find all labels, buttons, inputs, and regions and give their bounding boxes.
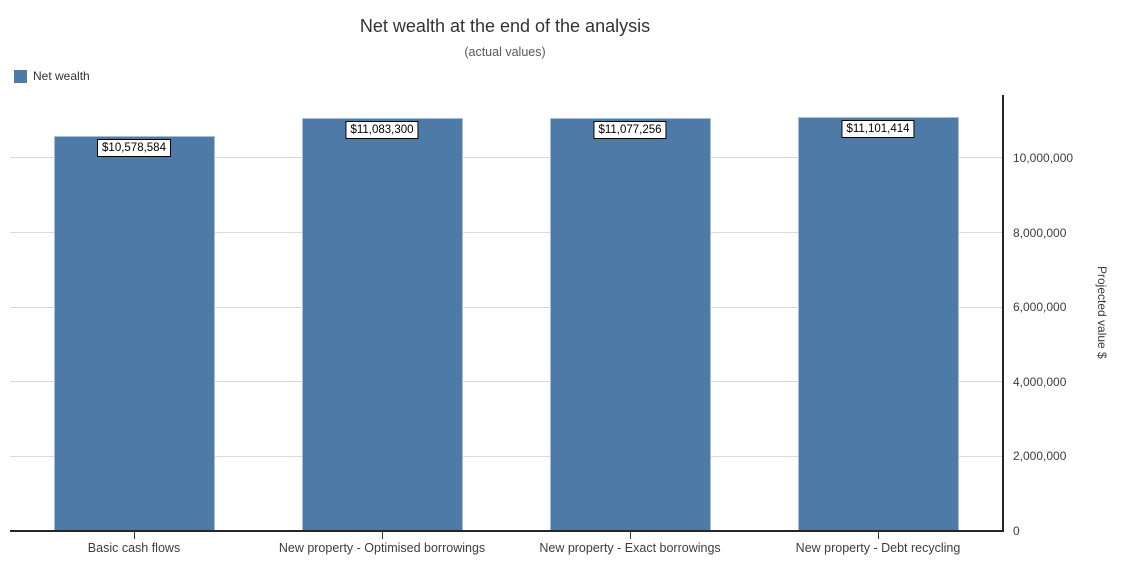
category-label: New property - Exact borrowings	[539, 541, 721, 555]
bar-value-label: $10,578,584	[97, 139, 171, 158]
bar-value-label: $11,083,300	[345, 120, 419, 139]
y-tick-label: 2,000,000	[1013, 449, 1067, 464]
category-label: New property - Optimised borrowings	[278, 541, 486, 555]
y-tick-label: 8,000,000	[1013, 225, 1067, 240]
bar-value-label: $11,077,256	[593, 120, 667, 139]
chart-title: Net wealth at the end of the analysis	[359, 16, 651, 36]
bar	[797, 116, 959, 531]
category-label: New property - Debt recycling	[795, 541, 961, 555]
gridline	[10, 157, 1002, 159]
y-axis-title: Projected value $	[1095, 265, 1109, 359]
bar-value-label: $11,101,414	[841, 119, 915, 138]
gridline	[10, 306, 1002, 308]
y-tick-label: 10,000,000	[1013, 150, 1074, 165]
y-tick-label: 6,000,000	[1013, 300, 1067, 315]
x-axis-tick	[382, 532, 383, 539]
y-axis-line	[1002, 95, 1004, 532]
x-axis-tick	[134, 532, 135, 539]
bar	[549, 117, 711, 531]
category-label: Basic cash flows	[87, 541, 181, 555]
x-axis-line	[10, 530, 1004, 532]
legend-swatch-icon	[14, 69, 27, 83]
x-axis-tick	[878, 532, 879, 539]
x-axis-tick	[630, 532, 631, 539]
gridline	[10, 455, 1002, 457]
y-tick-label: 0	[1013, 524, 1020, 538]
gridline	[10, 381, 1002, 383]
gridline	[10, 232, 1002, 234]
bar	[53, 136, 215, 531]
bar	[301, 117, 463, 531]
chart-subtitle: (actual values)	[464, 45, 546, 59]
y-tick-label: 4,000,000	[1013, 374, 1067, 389]
legend-item-net-wealth[interactable]: Net wealth	[14, 69, 90, 83]
legend-item-label: Net wealth	[33, 69, 90, 83]
